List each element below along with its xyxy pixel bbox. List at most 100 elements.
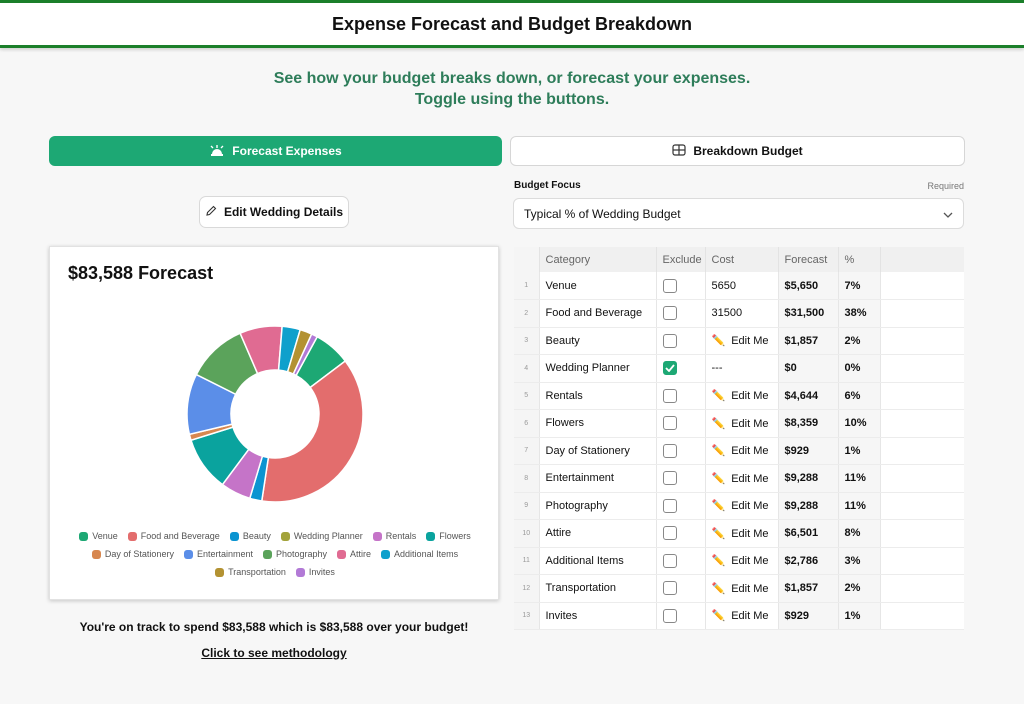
legend-swatch — [280, 531, 290, 541]
edit-wedding-details-button[interactable]: Edit Wedding Details — [199, 196, 349, 228]
table-row: 13 Invites ✏️ Edit Me $929 1% — [514, 602, 964, 630]
empty-cell — [880, 437, 964, 465]
empty-cell — [880, 492, 964, 520]
category-cell: Flowers — [539, 409, 657, 438]
exclude-checkbox[interactable] — [662, 416, 677, 431]
breakdown-budget-label: Breakdown Budget — [693, 144, 803, 158]
legend-item[interactable]: Beauty — [229, 531, 271, 541]
cost-cell[interactable]: ✏️ Edit Me — [705, 547, 779, 575]
pencil-icon: ✏️ — [711, 610, 726, 623]
percent-cell: 3% — [838, 547, 881, 575]
legend-swatch — [372, 531, 382, 541]
cost-cell[interactable]: ✏️ Edit Me — [705, 382, 779, 410]
forecast-expenses-button[interactable]: Forecast Expenses — [49, 136, 502, 166]
category-cell: Day of Stationery — [539, 437, 657, 465]
legend-item[interactable]: Transportation — [215, 567, 286, 577]
forecast-cell: $1,857 — [778, 574, 839, 603]
legend-item[interactable]: Additional Items — [381, 549, 458, 559]
forecast-cell: $8,359 — [778, 409, 839, 438]
forecast-cell: $4,644 — [778, 382, 839, 410]
methodology-link[interactable]: Click to see methodology — [201, 646, 347, 660]
exclude-checkbox[interactable] — [662, 581, 677, 596]
legend-item[interactable]: Rentals — [372, 531, 416, 541]
pencil-icon: ✏️ — [711, 555, 726, 568]
exclude-checkbox[interactable] — [662, 278, 677, 293]
pencil-icon: ✏️ — [711, 500, 726, 513]
cost-value: Edit Me — [731, 445, 769, 458]
legend-swatch — [91, 549, 101, 559]
exclude-header: Exclude — [656, 247, 706, 272]
legend-item[interactable]: Food and Beverage — [127, 531, 220, 541]
category-cell: Additional Items — [539, 547, 657, 575]
exclude-checkbox[interactable] — [662, 608, 677, 623]
exclude-cell — [656, 492, 706, 520]
legend-item[interactable]: Photography — [262, 549, 327, 559]
cost-value: Edit Me — [731, 555, 769, 568]
legend-swatch — [337, 549, 347, 559]
legend-label: Additional Items — [394, 549, 459, 559]
legend-label: Food and Beverage — [140, 531, 220, 541]
subtitle-line-1: See how your budget breaks down, or fore… — [273, 70, 751, 87]
cost-cell[interactable]: ✏️ Edit Me — [705, 437, 779, 465]
exclude-checkbox[interactable] — [662, 471, 677, 486]
cost-cell[interactable]: ✏️ Edit Me — [705, 464, 779, 493]
pie-slice-food-and-beverage[interactable] — [260, 359, 364, 503]
row-index: 8 — [514, 464, 540, 493]
exclude-checkbox[interactable] — [662, 526, 677, 541]
empty-cell — [880, 547, 964, 575]
exclude-checkbox[interactable] — [662, 306, 677, 321]
table-row: 9 Photography ✏️ Edit Me $9,288 11% — [514, 492, 964, 520]
exclude-checkbox[interactable] — [662, 333, 677, 348]
legend-item[interactable]: Wedding Planner — [280, 531, 363, 541]
empty-cell — [880, 464, 964, 493]
exclude-checkbox[interactable] — [662, 388, 677, 403]
exclude-checkbox[interactable] — [662, 443, 677, 458]
table-row: 12 Transportation ✏️ Edit Me $1,857 2% — [514, 574, 964, 603]
cost-cell[interactable]: ✏️ Edit Me — [705, 574, 779, 603]
percent-cell: 2% — [838, 327, 881, 355]
category-cell: Attire — [539, 519, 657, 548]
pencil-icon: ✏️ — [711, 335, 726, 348]
cost-cell[interactable]: ✏️ Edit Me — [705, 492, 779, 520]
table-row: 7 Day of Stationery ✏️ Edit Me $929 1% — [514, 437, 964, 465]
category-cell: Food and Beverage — [539, 299, 657, 328]
cost-cell[interactable]: 31500 — [705, 299, 779, 328]
exclude-checkbox[interactable] — [662, 361, 677, 376]
budget-focus-select[interactable]: Typical % of Wedding Budget — [513, 198, 964, 229]
legend-label: Transportation — [228, 567, 286, 577]
budget-focus-value: Typical % of Wedding Budget — [524, 206, 681, 221]
row-index: 3 — [514, 327, 540, 355]
table-row: 2 Food and Beverage 31500 $31,500 38% — [514, 299, 964, 328]
breakdown-budget-button[interactable]: Breakdown Budget — [510, 136, 965, 166]
legend-item[interactable]: Attire — [337, 549, 371, 559]
table-row: 6 Flowers ✏️ Edit Me $8,359 10% — [514, 409, 964, 438]
chart-title: $83,588 Forecast — [68, 263, 214, 283]
legend-item[interactable]: Venue — [79, 531, 118, 541]
check-icon — [664, 364, 675, 373]
cost-cell[interactable]: 5650 — [705, 272, 779, 300]
legend-swatch — [262, 549, 272, 559]
cost-cell[interactable]: ✏️ Edit Me — [705, 602, 779, 630]
category-cell: Rentals — [539, 382, 657, 410]
forecast-cell: $5,650 — [778, 272, 839, 300]
alarm-icon — [209, 143, 225, 160]
legend-item[interactable]: Entertainment — [183, 549, 253, 559]
cost-cell[interactable]: ✏️ Edit Me — [705, 327, 779, 355]
forecast-cell: $9,288 — [778, 464, 839, 493]
pie-slice-invites[interactable] — [292, 333, 319, 377]
cost-cell[interactable]: --- — [705, 354, 779, 383]
category-cell: Venue — [539, 272, 657, 300]
exclude-cell — [656, 327, 706, 355]
cost-cell[interactable]: ✏️ Edit Me — [705, 409, 779, 438]
forecast-cell: $9,288 — [778, 492, 839, 520]
legend-item[interactable]: Day of Stationery — [91, 549, 174, 559]
legend-label: Beauty — [242, 531, 271, 541]
category-cell: Entertainment — [539, 464, 657, 493]
exclude-cell — [656, 299, 706, 328]
percent-cell: 38% — [838, 299, 881, 328]
legend-item[interactable]: Invites — [295, 567, 335, 577]
legend-item[interactable]: Flowers — [426, 531, 471, 541]
exclude-checkbox[interactable] — [662, 553, 677, 568]
cost-cell[interactable]: ✏️ Edit Me — [705, 519, 779, 548]
exclude-checkbox[interactable] — [662, 498, 677, 513]
